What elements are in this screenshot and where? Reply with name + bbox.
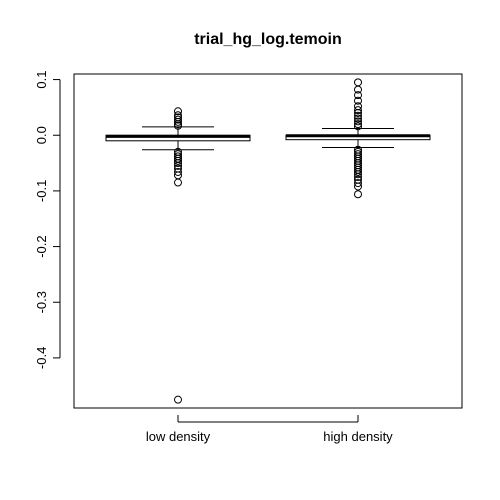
outlier-point bbox=[354, 114, 362, 123]
box-group bbox=[105, 107, 251, 404]
x-axis: low density high density bbox=[146, 415, 393, 444]
outlier-point bbox=[354, 120, 362, 129]
outlier-point bbox=[354, 111, 362, 120]
outlier-point bbox=[354, 85, 362, 94]
outlier-point bbox=[174, 121, 182, 130]
outlier-point bbox=[354, 182, 362, 191]
outlier-point bbox=[174, 159, 182, 168]
y-tick-label: -0.4 bbox=[34, 347, 49, 369]
outlier-point bbox=[354, 179, 362, 188]
outlier-point bbox=[354, 117, 362, 126]
plot-frame bbox=[73, 73, 463, 409]
outlier-point bbox=[354, 170, 362, 179]
x-tick-label: low density bbox=[146, 429, 211, 444]
outlier-point bbox=[174, 161, 182, 170]
chart-title: trial_hg_log.temoin bbox=[194, 31, 342, 48]
y-tick-label: -0.2 bbox=[34, 235, 49, 257]
outlier-point bbox=[354, 190, 362, 199]
outlier-point bbox=[174, 107, 182, 116]
outlier-point bbox=[354, 91, 362, 100]
y-tick-label: 0.0 bbox=[34, 126, 49, 144]
box-group bbox=[285, 78, 431, 199]
outlier-point bbox=[354, 106, 362, 115]
outlier-point bbox=[354, 78, 362, 87]
y-tick-label: 0.1 bbox=[34, 71, 49, 89]
outlier-point bbox=[354, 167, 362, 176]
y-tick-label: -0.1 bbox=[34, 180, 49, 202]
outlier-point bbox=[174, 117, 182, 126]
outlier-point bbox=[174, 178, 182, 187]
outlier-point bbox=[174, 167, 182, 176]
outlier-point bbox=[174, 156, 182, 165]
outlier-point bbox=[354, 172, 362, 181]
y-tick-label: -0.3 bbox=[34, 291, 49, 313]
outlier-point bbox=[354, 122, 362, 131]
boxes bbox=[105, 78, 431, 404]
y-axis: 0.1 0.0 -0.1 -0.2 -0.3 -0.4 bbox=[34, 71, 61, 369]
outlier-point bbox=[174, 395, 182, 404]
x-tick-label: high density bbox=[323, 429, 393, 444]
outlier-point bbox=[174, 115, 182, 124]
outlier-point bbox=[354, 96, 362, 105]
outlier-point bbox=[354, 108, 362, 117]
